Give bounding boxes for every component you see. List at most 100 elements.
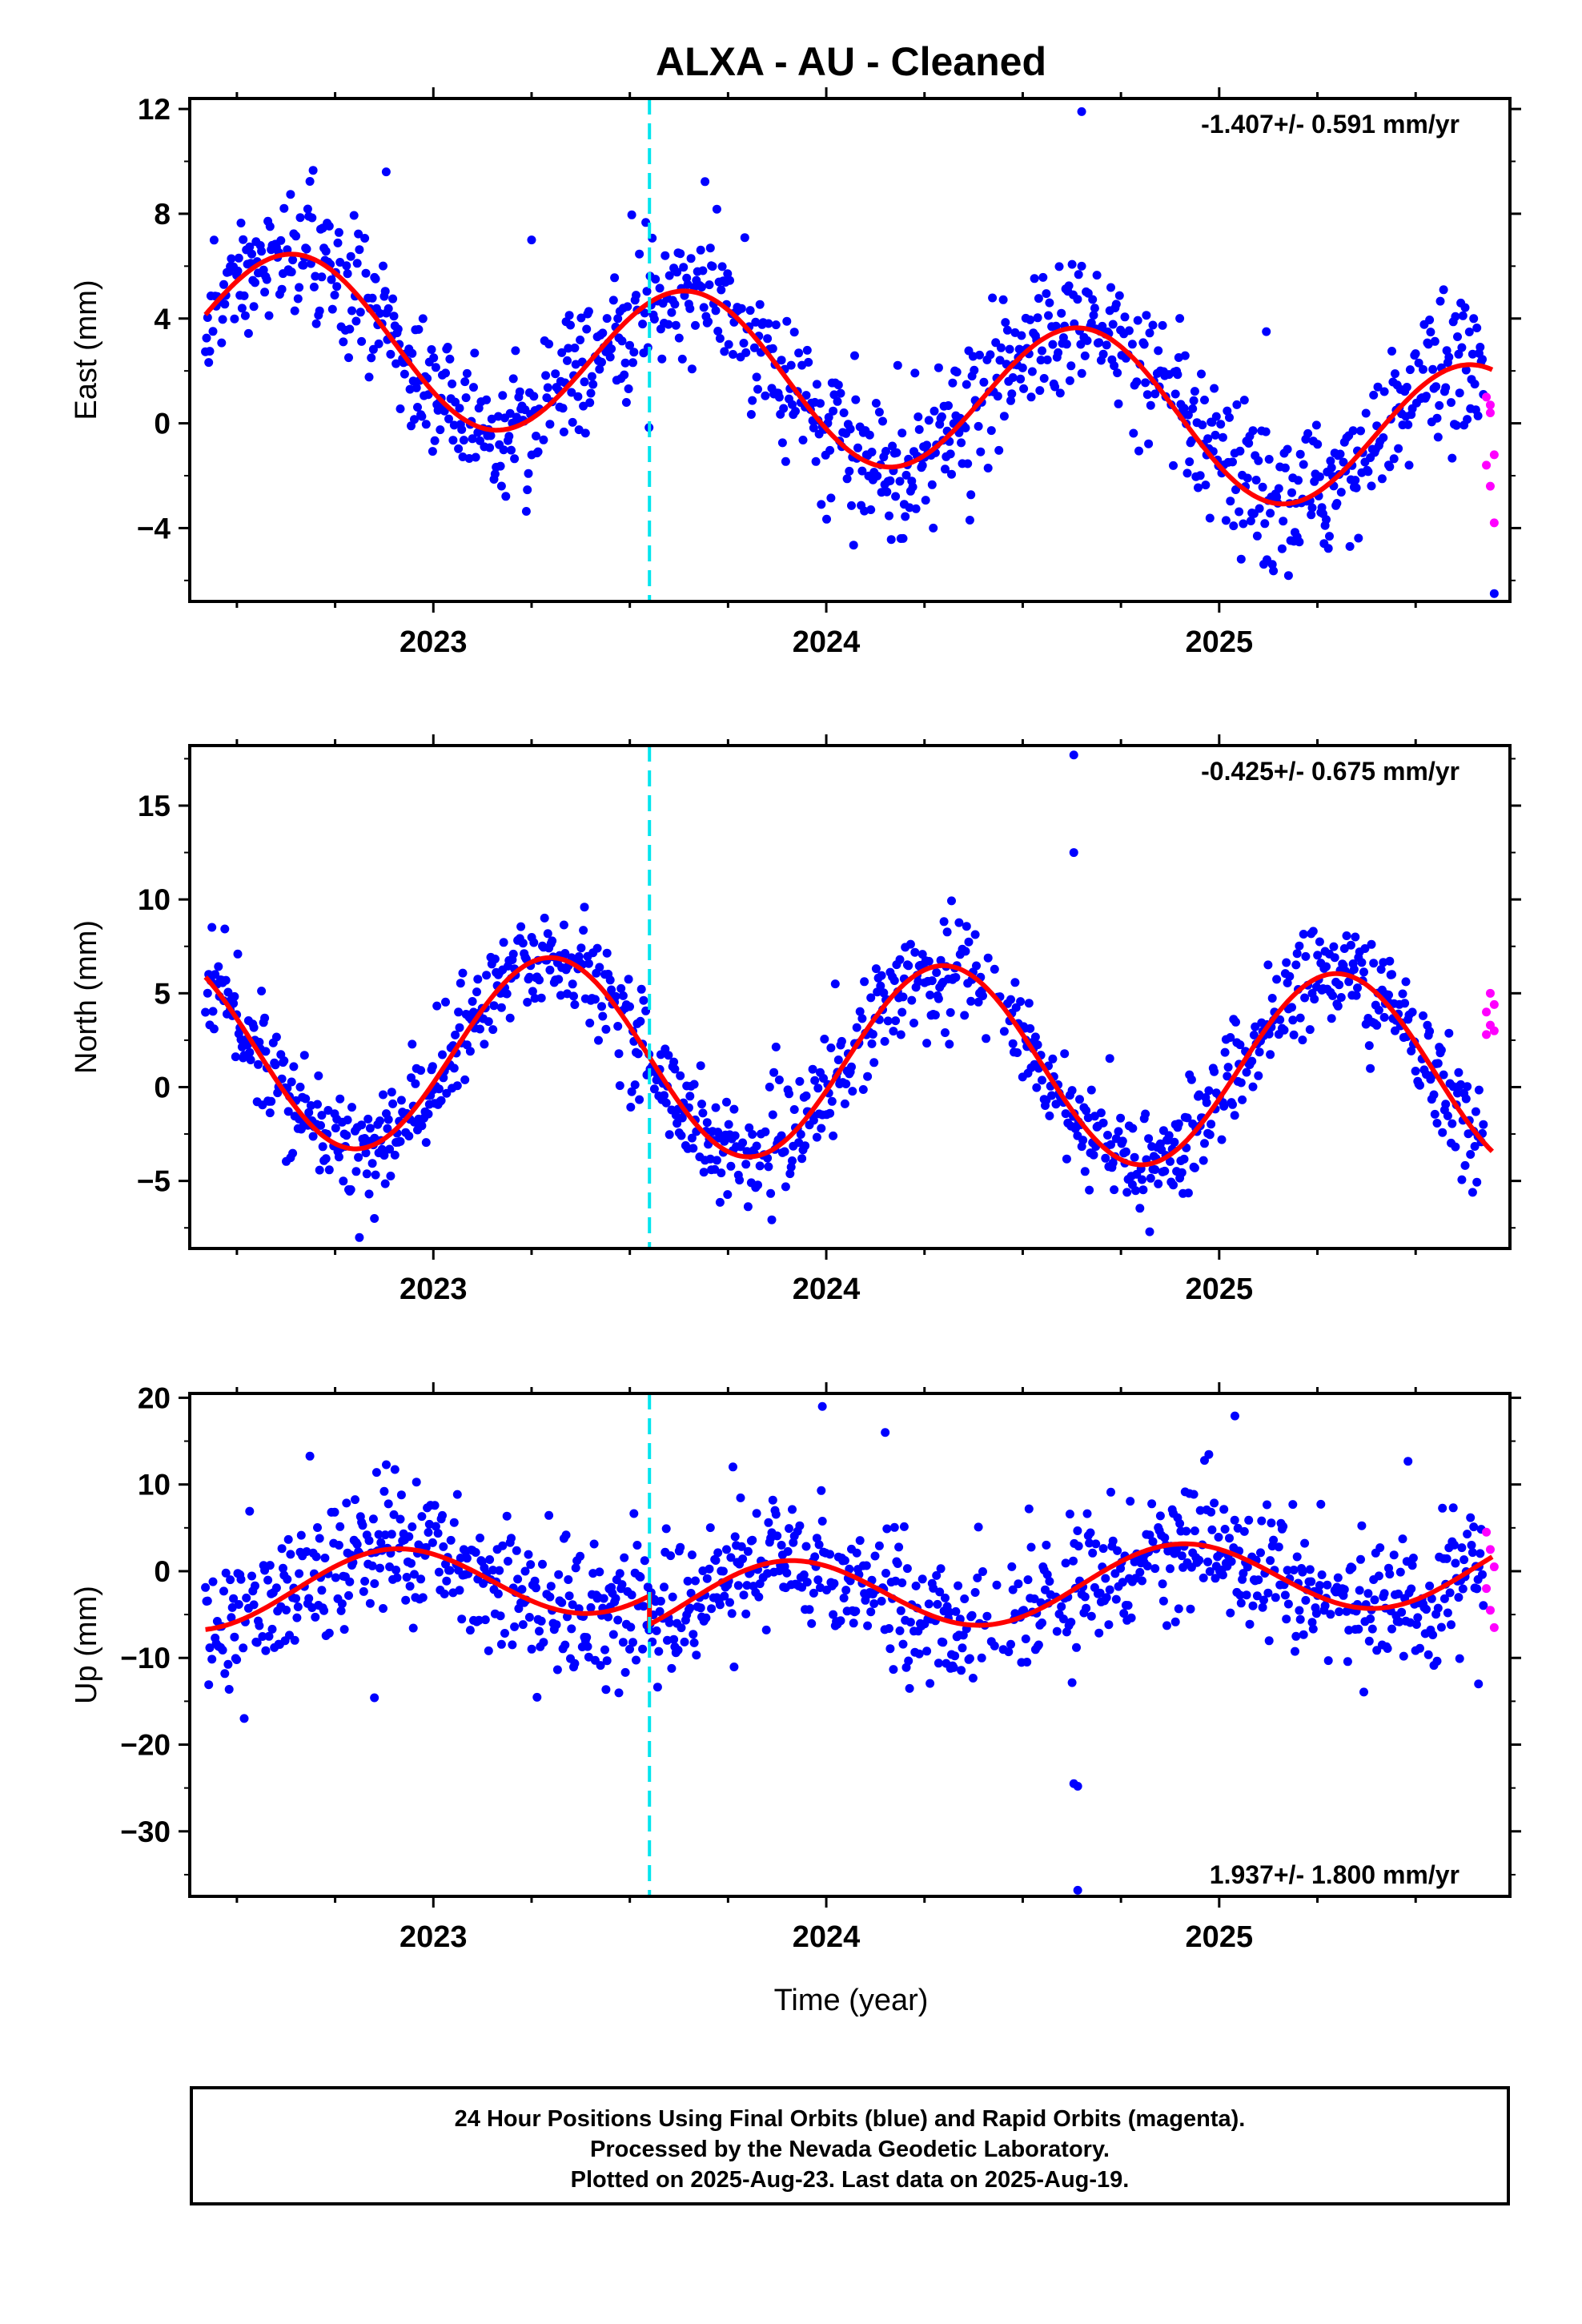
east-y-tick-label: 4 xyxy=(154,303,171,336)
up-point-191 xyxy=(430,1501,440,1510)
up-point-111 xyxy=(339,1625,349,1634)
up-y-tick-label: 0 xyxy=(154,1555,171,1588)
up-point-841 xyxy=(1239,1569,1248,1578)
east-point-761 xyxy=(1124,326,1134,336)
north-point-974 xyxy=(1400,999,1410,1008)
east-point-860 xyxy=(1248,426,1258,436)
up-point-814 xyxy=(1207,1525,1217,1534)
up-point-159 xyxy=(392,1573,402,1582)
north-point-531 xyxy=(837,1036,846,1046)
east-point-745 xyxy=(1106,283,1115,292)
east-point-694 xyxy=(1045,298,1054,308)
east-point-923 xyxy=(1322,515,1331,525)
up-point-147 xyxy=(379,1486,389,1496)
up-point-647 xyxy=(982,1611,992,1621)
north-point-360 xyxy=(630,1080,640,1090)
north-point-931 xyxy=(1351,932,1360,942)
up-point-341 xyxy=(611,1594,620,1603)
up-point-639 xyxy=(968,1674,978,1683)
up-point-1010 xyxy=(1445,1588,1455,1598)
up-point-143 xyxy=(375,1563,384,1573)
east-point-792 xyxy=(1170,389,1180,399)
north-point-892 xyxy=(1305,1025,1315,1035)
east-point-885 xyxy=(1277,544,1287,553)
north-point-849 xyxy=(1248,1082,1258,1092)
up-point-130 xyxy=(360,1577,370,1586)
north-point-1026 xyxy=(1463,1082,1472,1092)
up-point-478 xyxy=(773,1531,782,1541)
east-rapid-point-2 xyxy=(1489,450,1499,460)
east-point-669 xyxy=(1016,374,1026,384)
up-point-911 xyxy=(1323,1656,1333,1666)
up-point-402 xyxy=(683,1576,693,1586)
north-point-586 xyxy=(905,939,915,949)
east-point-457 xyxy=(764,319,773,328)
up-point-113 xyxy=(342,1498,351,1508)
up-point-299 xyxy=(564,1575,573,1584)
north-point-86 xyxy=(299,1051,309,1060)
east-point-305 xyxy=(574,425,584,435)
up-outlier-0 xyxy=(1073,1885,1082,1895)
up-point-716 xyxy=(1086,1611,1096,1621)
up-point-107 xyxy=(335,1522,345,1531)
east-point-316 xyxy=(586,388,596,398)
up-point-140 xyxy=(371,1468,381,1478)
east-point-53 xyxy=(264,311,274,320)
east-point-765 xyxy=(1132,377,1142,387)
east-point-221 xyxy=(469,383,478,392)
east-point-253 xyxy=(508,374,518,384)
up-point-830 xyxy=(1226,1608,1235,1618)
north-point-510 xyxy=(812,1132,821,1142)
up-point-575 xyxy=(893,1559,902,1568)
east-point-510 xyxy=(829,406,838,416)
up-point-807 xyxy=(1199,1573,1208,1582)
up-point-106 xyxy=(334,1541,343,1550)
north-point-751 xyxy=(1130,1152,1139,1162)
north-point-698 xyxy=(1062,1154,1071,1164)
east-point-469 xyxy=(777,438,787,448)
east-point-563 xyxy=(891,492,901,501)
north-point-175 xyxy=(408,1039,417,1049)
up-point-699 xyxy=(1067,1678,1077,1687)
north-model-curve xyxy=(203,955,1495,1168)
north-point-742 xyxy=(1118,1136,1127,1146)
up-point-487 xyxy=(783,1546,793,1556)
north-point-740 xyxy=(1116,1113,1126,1123)
north-point-108 xyxy=(324,1165,334,1175)
east-point-115 xyxy=(342,261,351,271)
north-point-562 xyxy=(876,981,885,991)
up-point-181 xyxy=(417,1512,427,1522)
north-point-696 xyxy=(1060,1049,1070,1059)
north-point-869 xyxy=(1272,975,1282,984)
east-point-681 xyxy=(1030,274,1039,283)
north-rapid-point-2 xyxy=(1489,1026,1499,1035)
north-point-1021 xyxy=(1457,1175,1467,1184)
up-point-344 xyxy=(614,1688,624,1698)
footer-line-orbits: 24 Hour Positions Using Final Orbits (bl… xyxy=(454,2106,1246,2132)
east-point-174 xyxy=(414,324,424,334)
east-point-499 xyxy=(816,399,825,408)
east-point-642 xyxy=(983,464,993,472)
north-point-621 xyxy=(946,1007,955,1017)
up-point-601 xyxy=(924,1599,934,1609)
east-point-702 xyxy=(1054,262,1064,271)
north-point-368 xyxy=(639,995,648,1005)
up-point-935 xyxy=(1355,1586,1364,1595)
up-point-435 xyxy=(722,1545,731,1554)
east-point-347 xyxy=(624,384,633,393)
east-point-810 xyxy=(1190,387,1199,396)
north-point-953 xyxy=(1376,965,1386,974)
up-outlier-7 xyxy=(1474,1679,1484,1689)
up-point-644 xyxy=(977,1653,986,1663)
north-point-980 xyxy=(1407,1007,1417,1017)
north-point-719 xyxy=(1086,1085,1096,1095)
east-point-625 xyxy=(962,380,971,389)
east-point-482 xyxy=(794,348,804,358)
north-point-152 xyxy=(379,1151,389,1160)
north-point-780 xyxy=(1164,1131,1174,1140)
east-point-621 xyxy=(957,438,966,448)
north-point-587 xyxy=(907,995,917,1005)
north-point-213 xyxy=(451,1030,460,1039)
north-point-417 xyxy=(698,1108,708,1118)
north-point-641 xyxy=(974,997,983,1007)
